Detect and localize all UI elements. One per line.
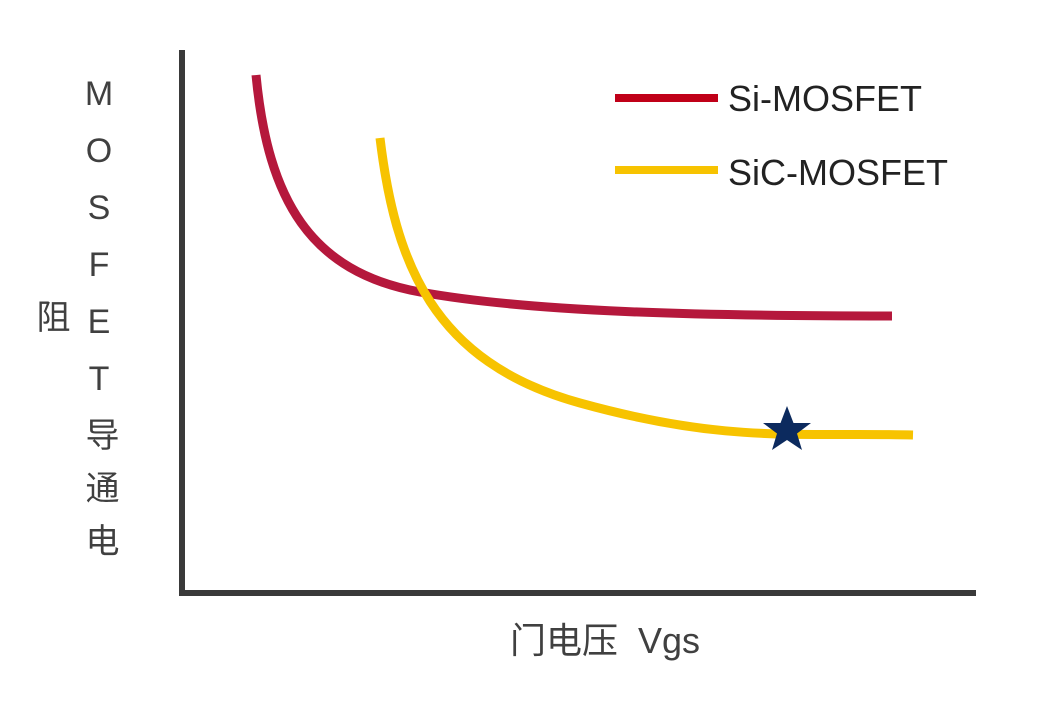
sic-curve — [375, 137, 914, 440]
y-axis-label: MOSFET导通电阻 — [31, 74, 118, 576]
legend-label: Si-MOSFET — [728, 78, 922, 119]
star-marker — [763, 406, 811, 450]
legend-label: SiC-MOSFET — [728, 152, 948, 193]
x-axis-label: 门电压 Vgs — [509, 620, 701, 661]
si-curve — [251, 74, 893, 321]
